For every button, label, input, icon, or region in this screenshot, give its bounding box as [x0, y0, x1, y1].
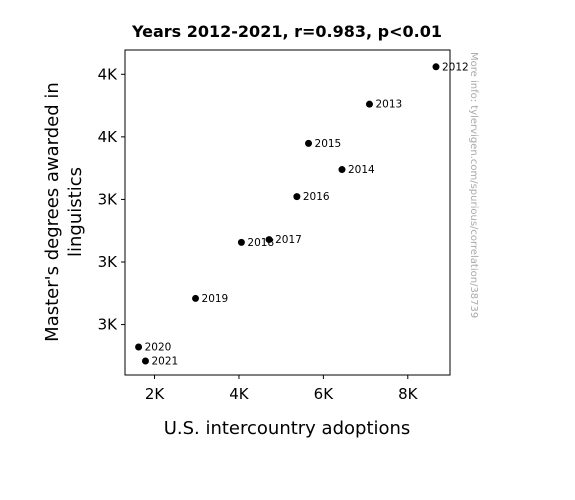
data-point: [265, 236, 273, 244]
data-point-label: 2016: [303, 191, 330, 203]
data-point-label: 2020: [145, 341, 172, 353]
data-point: [135, 343, 143, 351]
data-point: [237, 238, 245, 246]
y-tick-label: 3K: [98, 253, 119, 271]
y-axis-label-line-1: Master's degrees awarded in: [42, 82, 63, 342]
y-axis-label-line-2: linguistics: [65, 167, 86, 257]
data-point: [338, 166, 346, 174]
y-tick-label: 4K: [98, 65, 119, 83]
y-tick-label: 3K: [98, 190, 119, 208]
plot-area: [124, 49, 451, 376]
x-axis: 2K 4K 6K 8K: [145, 375, 419, 403]
x-tick-label: 6K: [314, 385, 335, 403]
chart-title: Years 2012-2021, r=0.983, p<0.01: [131, 22, 442, 41]
x-tick-label: 2K: [145, 385, 166, 403]
data-point-label: 2019: [202, 293, 229, 305]
data-point-label: 2013: [375, 99, 402, 111]
data-point-label: 2021: [151, 355, 178, 367]
data-point-label: 2017: [275, 234, 302, 246]
y-axis: 3K 3K 3K 4K 4K: [98, 65, 125, 334]
y-tick-label: 4K: [98, 128, 119, 146]
data-point: [293, 193, 301, 201]
data-point-label: 2014: [348, 164, 375, 176]
watermark-text: More info: tylervigen.com/spurious/corre…: [468, 52, 479, 318]
data-point-label: 2012: [442, 61, 469, 73]
x-tick-label: 4K: [229, 385, 250, 403]
y-tick-label: 3K: [98, 316, 119, 334]
x-tick-label: 8K: [398, 385, 419, 403]
data-point-label: 2015: [315, 138, 342, 150]
data-point-label: 2018: [247, 237, 274, 249]
data-point: [192, 294, 200, 302]
data-point: [305, 139, 313, 147]
data-point: [365, 100, 373, 108]
x-axis-label: U.S. intercountry adoptions: [164, 418, 411, 439]
data-point: [432, 63, 440, 71]
data-point: [141, 357, 149, 365]
